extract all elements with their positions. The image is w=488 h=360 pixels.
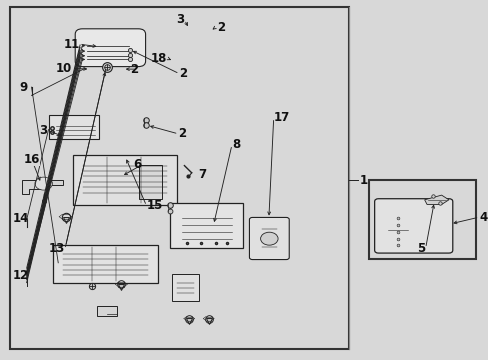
Circle shape — [260, 232, 278, 245]
Text: 15: 15 — [146, 199, 163, 212]
Text: 16: 16 — [23, 153, 40, 166]
Polygon shape — [116, 155, 138, 163]
Polygon shape — [424, 195, 448, 204]
Text: 2: 2 — [130, 63, 138, 76]
FancyBboxPatch shape — [139, 165, 161, 199]
Text: 2: 2 — [179, 67, 187, 80]
FancyBboxPatch shape — [73, 155, 177, 205]
Bar — [368, 180, 475, 259]
Circle shape — [35, 177, 52, 190]
Text: 6: 6 — [133, 158, 142, 171]
Text: 4: 4 — [479, 211, 487, 224]
Text: 2: 2 — [178, 127, 186, 140]
Text: 17: 17 — [273, 111, 289, 124]
FancyBboxPatch shape — [374, 199, 452, 253]
Bar — [97, 306, 117, 316]
FancyBboxPatch shape — [53, 245, 158, 283]
Text: 3: 3 — [176, 13, 184, 26]
FancyBboxPatch shape — [169, 203, 242, 248]
Text: 14: 14 — [12, 212, 28, 225]
Text: 7: 7 — [198, 168, 206, 181]
Text: 12: 12 — [12, 269, 28, 282]
Text: 2: 2 — [217, 21, 224, 33]
Polygon shape — [22, 180, 63, 194]
Bar — [10, 7, 349, 349]
Text: 18: 18 — [151, 52, 167, 65]
FancyBboxPatch shape — [249, 217, 288, 260]
Text: 10: 10 — [56, 62, 72, 75]
Text: 8: 8 — [231, 138, 240, 151]
FancyBboxPatch shape — [75, 29, 145, 67]
Bar — [172, 274, 199, 301]
Text: 3: 3 — [40, 124, 47, 137]
Text: 5: 5 — [416, 242, 425, 255]
FancyBboxPatch shape — [48, 115, 99, 139]
Text: 11: 11 — [64, 38, 80, 51]
Text: 9: 9 — [19, 81, 27, 94]
Text: 13: 13 — [49, 242, 65, 255]
Text: 1: 1 — [359, 174, 367, 186]
